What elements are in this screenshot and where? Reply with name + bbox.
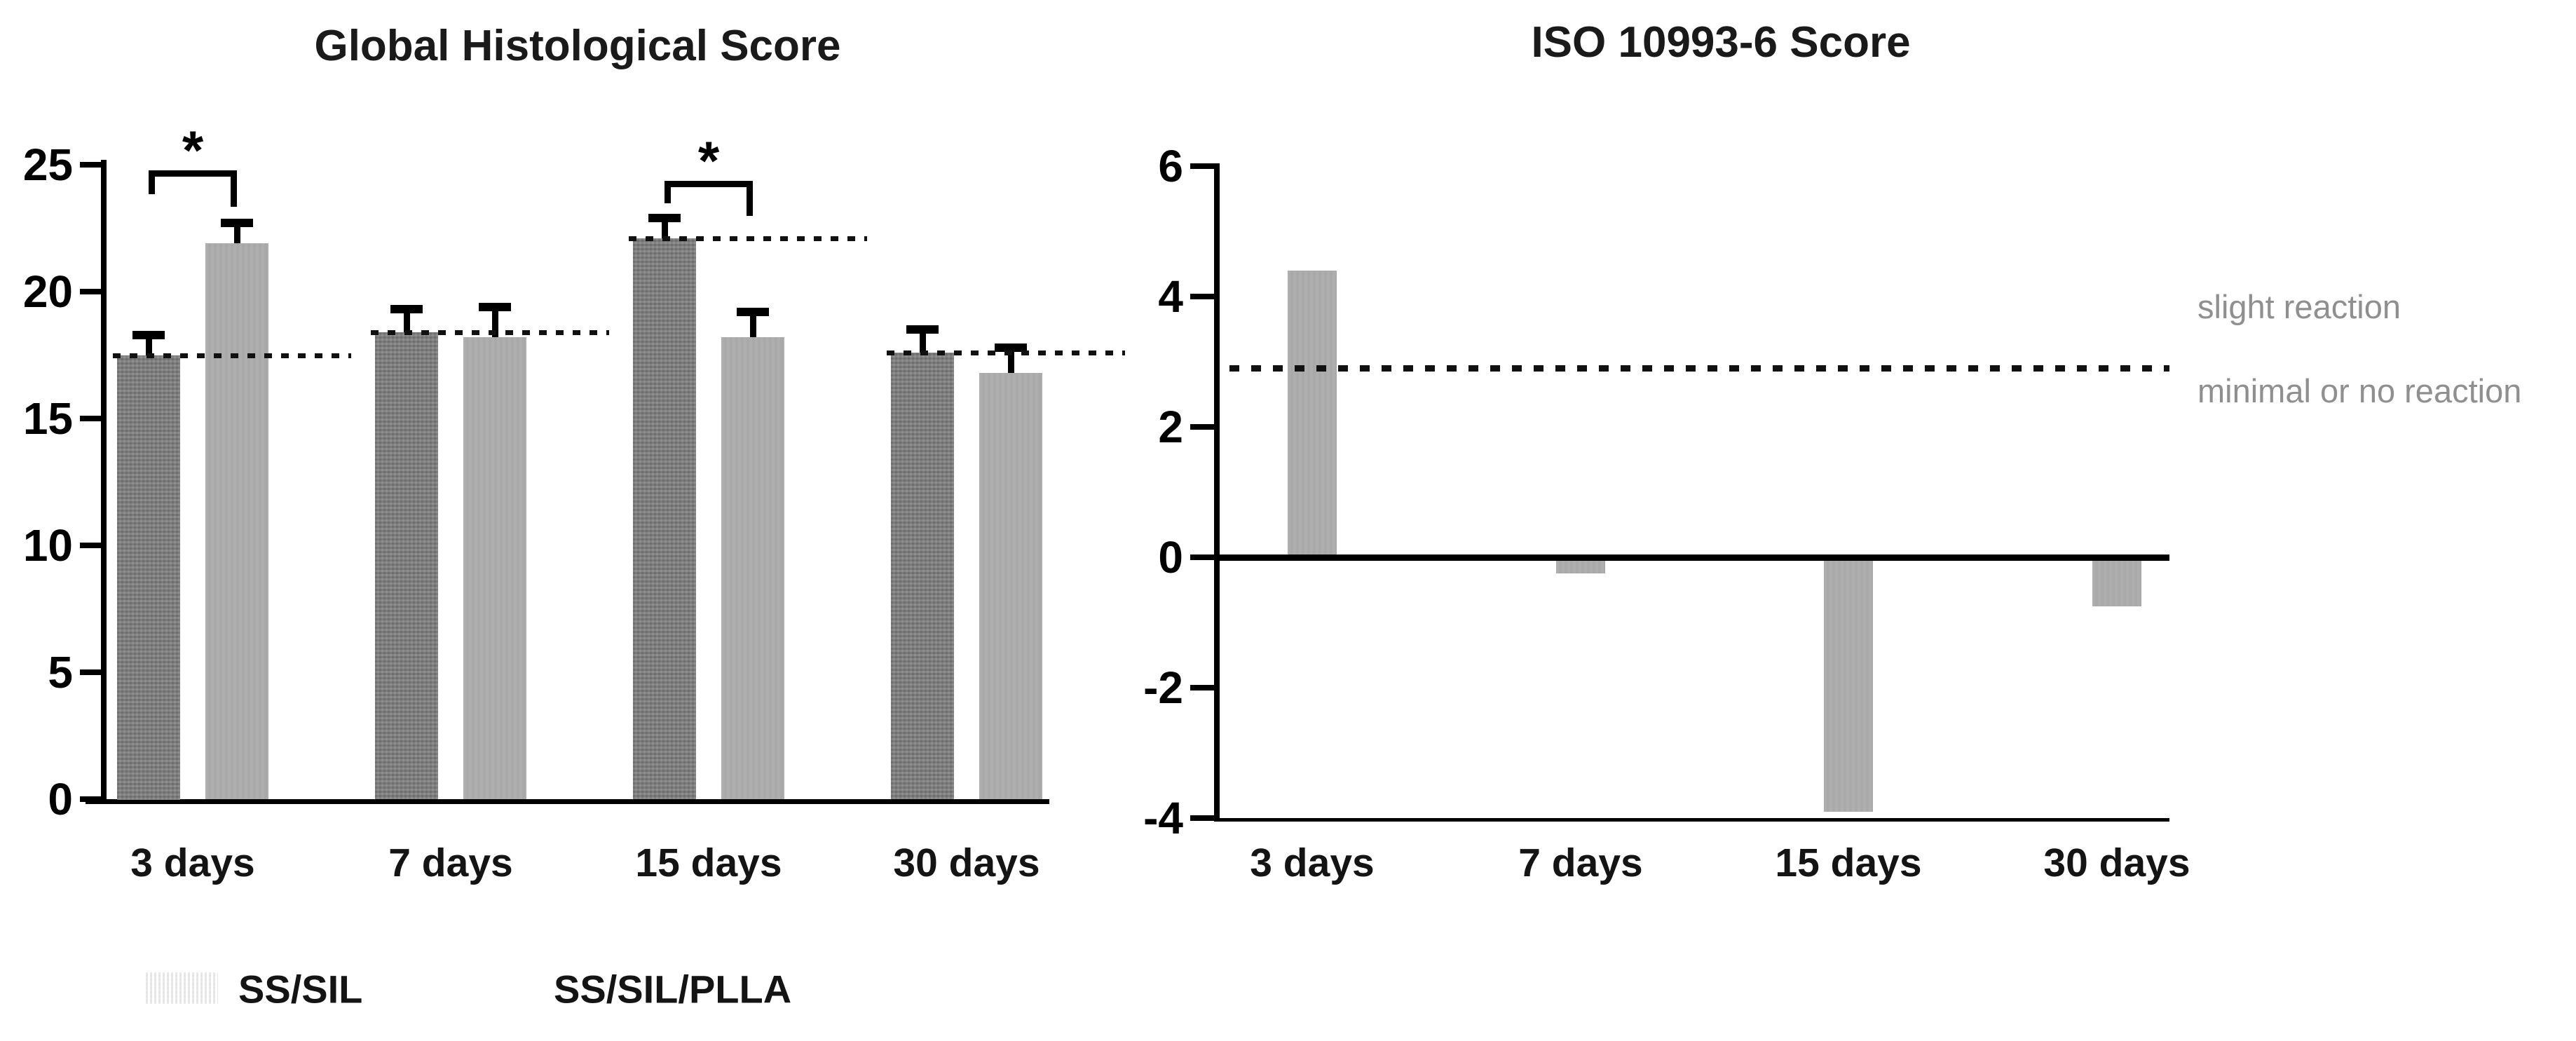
left-bar-ss-sil-2 — [375, 332, 438, 799]
legend-swatch-ss-sil — [146, 972, 218, 1004]
left-y-tick — [80, 416, 101, 421]
significance-bracket-right — [231, 170, 237, 207]
right-y-tick-label: 2 — [1158, 402, 1183, 452]
significance-star: * — [697, 130, 720, 191]
right-threshold-line — [1229, 365, 2169, 372]
left-error-cap — [906, 325, 939, 334]
left-y-tick — [80, 796, 101, 802]
right-y-axis — [1214, 163, 1220, 822]
left-error-cap — [995, 343, 1027, 352]
significance-bracket-right — [747, 181, 753, 216]
right-x-label: 7 days — [1518, 841, 1643, 885]
left-x-label: 15 days — [635, 841, 782, 885]
left-error-stem — [750, 312, 756, 337]
significance-bracket-left — [665, 181, 671, 203]
right-y-tick-label: 4 — [1158, 271, 1183, 322]
left-y-tick-label: 25 — [22, 140, 73, 190]
right-chart-title: ISO 10993-6 Score — [1531, 18, 1911, 67]
left-x-label: 7 days — [388, 841, 513, 885]
legend-label-ss-sil-plla: SS/SIL/PLLA — [554, 967, 792, 1012]
left-error-cap — [479, 303, 511, 311]
left-x-label: 3 days — [130, 841, 255, 885]
right-bar-1 — [1288, 271, 1337, 557]
right-y-tick — [1190, 685, 1214, 690]
left-bar-ss-sil-3 — [633, 238, 696, 799]
left-y-tick — [80, 669, 101, 675]
right-y-tick — [1190, 554, 1214, 560]
left-bar-ss-sil-4 — [891, 353, 954, 799]
right-bar-2 — [1556, 557, 1605, 573]
left-dotted-reference-line — [371, 330, 609, 335]
right-x-label: 3 days — [1250, 841, 1375, 885]
left-bar-ss-sil-1 — [117, 355, 180, 800]
left-x-label: 30 days — [893, 841, 1040, 885]
left-error-cap — [390, 305, 423, 313]
left-y-tick-label: 20 — [22, 266, 73, 317]
significance-bracket-left — [149, 170, 155, 194]
right-zero-line — [1214, 554, 2169, 561]
left-y-tick-label: 15 — [22, 393, 73, 444]
left-error-cap — [648, 214, 681, 222]
significance-star: * — [182, 119, 204, 181]
legend-swatch-ss-sil-plla — [456, 972, 528, 1004]
left-error-stem — [920, 329, 926, 353]
left-error-stem — [662, 218, 668, 238]
left-error-stem — [1008, 348, 1014, 373]
left-error-stem — [492, 307, 498, 337]
left-error-stem — [234, 223, 240, 243]
left-error-stem — [404, 309, 410, 332]
left-bar-ss-sil-plla-4 — [979, 373, 1042, 799]
left-y-tick — [80, 162, 101, 168]
left-bar-ss-sil-plla-1 — [205, 243, 268, 799]
left-y-tick-label: 5 — [48, 647, 73, 698]
right-y-tick — [1190, 163, 1214, 169]
left-y-axis — [101, 160, 107, 799]
right-bar-3 — [1824, 557, 1873, 812]
left-dotted-reference-line — [629, 236, 867, 241]
left-dotted-reference-line — [887, 351, 1125, 355]
left-error-stem — [146, 335, 152, 355]
left-chart-title: Global Histological Score — [314, 22, 841, 70]
left-bar-ss-sil-plla-2 — [463, 337, 526, 799]
left-bar-ss-sil-plla-3 — [721, 337, 784, 799]
right-y-tick-label: -4 — [1143, 793, 1183, 843]
right-y-tick — [1190, 424, 1214, 430]
left-error-cap — [221, 219, 253, 227]
right-x-label: 15 days — [1775, 841, 1922, 885]
right-bar-4 — [2092, 557, 2141, 606]
left-y-tick — [80, 543, 101, 548]
left-y-tick — [80, 289, 101, 294]
threshold-label-below: minimal or no reaction — [2197, 372, 2522, 409]
left-y-tick-label: 0 — [48, 774, 73, 824]
right-bottom-frame — [1214, 818, 2169, 822]
right-y-tick-label: -2 — [1143, 662, 1183, 713]
left-error-cap — [737, 308, 769, 316]
right-y-tick — [1190, 294, 1214, 299]
significance-bracket — [665, 181, 753, 187]
threshold-label-above: slight reaction — [2197, 288, 2401, 325]
left-y-tick-label: 10 — [22, 520, 73, 571]
right-x-label: 30 days — [2043, 841, 2190, 885]
right-y-tick-label: 0 — [1158, 532, 1183, 583]
left-x-axis — [86, 799, 1049, 804]
legend-label-ss-sil: SS/SIL — [238, 967, 363, 1012]
left-error-cap — [132, 331, 165, 339]
right-y-tick-label: 6 — [1158, 141, 1183, 191]
significance-bracket — [149, 170, 237, 177]
right-y-tick — [1190, 815, 1214, 821]
left-dotted-reference-line — [113, 353, 351, 358]
